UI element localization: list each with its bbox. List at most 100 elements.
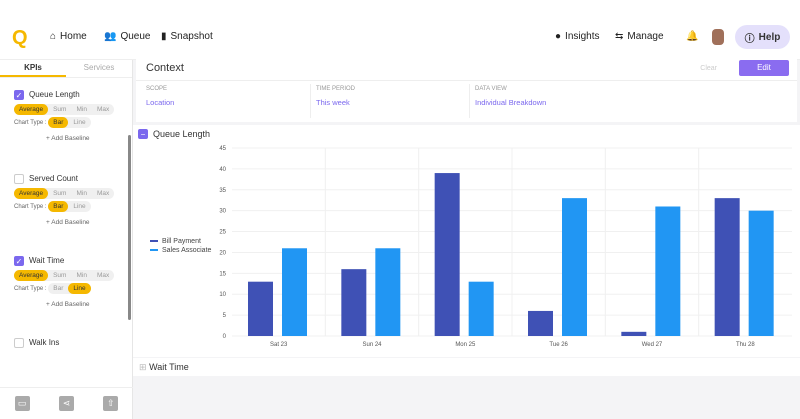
y-tick-label: 30	[219, 209, 226, 215]
sliders-icon: ⇆	[615, 31, 624, 42]
view-label: DATA VIEW	[475, 86, 507, 92]
top-bar: Q ⌂ Home 👥 Queue ▮ Snapshot ● Insights ⇆ Mana…	[0, 0, 800, 60]
kpi-checkbox[interactable]	[14, 174, 24, 184]
help-label: Help	[758, 31, 781, 43]
chart-type-option[interactable]: Line	[73, 119, 86, 126]
queue-length-chart: 0 5 10 15 20 25 30 35 40 45 Sat 23 Sun 24 Mon 25 Tue …	[150, 146, 792, 348]
y-tick-label: 10	[219, 292, 226, 298]
export-icon[interactable]: ⇧	[103, 396, 119, 411]
bell-icon[interactable]: 🔔	[686, 31, 699, 42]
bar-bill-payment	[528, 310, 553, 336]
kpi-name: Wait Time	[29, 256, 65, 266]
x-tick-label: Wed 27	[642, 342, 663, 348]
legend-label: Bill Payment	[162, 238, 201, 245]
bar-bill-payment	[621, 331, 647, 336]
chart-type-option[interactable]: Bar	[48, 117, 69, 128]
add-baseline-button[interactable]: + Add Baseline	[46, 301, 90, 308]
nav-manage-label: Manage	[627, 31, 664, 42]
aggregation-selector: Average Sum Min Max	[14, 270, 115, 281]
agg-option[interactable]: Average	[14, 270, 49, 281]
x-tick-label: Tue 26	[549, 342, 568, 348]
nav-home[interactable]: ⌂ Home	[50, 31, 87, 42]
nav-queue[interactable]: 👥 Queue	[104, 31, 150, 42]
tab-services[interactable]: Services	[83, 63, 115, 72]
help-button[interactable]: ⓘ Help	[735, 25, 790, 49]
scope-field[interactable]: SCOPE Location	[146, 86, 174, 107]
avatar[interactable]	[712, 29, 724, 45]
legend-swatch	[150, 249, 158, 251]
y-tick-label: 45	[219, 146, 226, 152]
y-tick-label: 15	[219, 271, 226, 277]
agg-option[interactable]: Average	[14, 188, 49, 199]
agg-option[interactable]: Max	[96, 190, 110, 197]
bar-bill-payment	[714, 198, 740, 336]
x-tick-label: Sat 23	[270, 342, 288, 348]
bar-chart-icon: ▮	[161, 31, 167, 42]
x-tick-label: Mon 25	[455, 342, 476, 348]
nav-snapshot[interactable]: ▮ Snapshot	[161, 31, 213, 42]
y-tick-label: 5	[223, 313, 227, 319]
period-label: TIME PERIOD	[316, 86, 356, 92]
agg-option[interactable]: Max	[96, 272, 110, 279]
agg-option[interactable]: Sum	[53, 106, 67, 113]
scope-label: SCOPE	[146, 86, 168, 92]
chart-type-label: Chart Type :	[14, 120, 47, 126]
chart-type-label: Chart Type :	[14, 286, 47, 292]
add-baseline-button[interactable]: + Add Baseline	[46, 135, 90, 142]
queue-length-panel: − Queue Length 0 5 10 15 20 25 30 35 40 45 Sat 23 Su…	[133, 125, 800, 357]
scope-value: Location	[146, 98, 175, 107]
bulb-icon: ●	[555, 31, 562, 42]
kpi-name: Queue Length	[29, 90, 80, 100]
chart-type-option[interactable]: Line	[73, 203, 86, 210]
nav-insights[interactable]: ● Insights	[555, 31, 600, 42]
nav-manage[interactable]: ⇆ Manage	[615, 31, 664, 42]
panel-title: Wait Time	[149, 362, 189, 372]
legend-swatch	[150, 240, 158, 242]
agg-option[interactable]: Min	[76, 190, 87, 197]
sidebar-scrollbar[interactable]	[128, 135, 131, 320]
y-tick-label: 35	[219, 188, 226, 194]
agg-option[interactable]: Max	[96, 106, 110, 113]
kpi-item: ✓ Wait Time Average Sum Min Max Chart Type : …	[14, 256, 115, 308]
context-panel: Context Clear Edit SCOPE Location TIME PE…	[136, 56, 797, 122]
period-field[interactable]: TIME PERIOD This week	[310, 84, 355, 118]
bar-sales-associate	[375, 248, 401, 336]
kpi-checkbox[interactable]: ✓	[14, 256, 24, 266]
agg-option[interactable]: Min	[76, 106, 87, 113]
legend-label: Sales Associate	[162, 247, 212, 254]
y-tick-label: 0	[223, 334, 227, 340]
logo[interactable]: Q	[12, 27, 28, 49]
context-title: Context	[146, 62, 184, 74]
bar-bill-payment	[434, 173, 460, 336]
view-value: Individual Breakdown	[475, 98, 547, 107]
nav-insights-label: Insights	[565, 31, 600, 42]
nav-snapshot-label: Snapshot	[170, 31, 213, 42]
layout-icon[interactable]: ▭	[14, 396, 30, 411]
agg-option[interactable]: Average	[14, 104, 49, 115]
question-icon: ⓘ	[744, 33, 755, 45]
share-icon[interactable]: ⋖	[58, 396, 74, 411]
chart-type-option[interactable]: Line	[68, 283, 91, 294]
chart-type-option[interactable]: Bar	[48, 201, 69, 212]
agg-option[interactable]: Min	[76, 272, 87, 279]
add-baseline-button[interactable]: + Add Baseline	[46, 219, 90, 226]
chart-type-option[interactable]: Bar	[53, 285, 64, 292]
bar-sales-associate	[748, 210, 774, 336]
clear-button[interactable]: Clear	[700, 65, 717, 72]
collapse-icon[interactable]: −	[138, 129, 148, 139]
kpi-name: Walk Ins	[29, 338, 60, 348]
kpi-checkbox[interactable]	[14, 338, 24, 348]
bar-bill-payment	[341, 269, 367, 336]
x-tick-label: Thu 28	[736, 342, 755, 348]
kpi-checkbox[interactable]: ✓	[14, 90, 24, 100]
view-field[interactable]: DATA VIEW Individual Breakdown	[469, 84, 546, 118]
kpi-name: Served Count	[29, 174, 78, 184]
wait-time-panel[interactable]: ⊞ Wait Time	[133, 358, 800, 376]
bar-sales-associate	[655, 206, 681, 336]
edit-button[interactable]: Edit	[739, 60, 789, 76]
agg-option[interactable]: Sum	[53, 272, 67, 279]
panel-title: Queue Length	[153, 129, 211, 139]
aggregation-selector: Average Sum Min Max	[14, 104, 115, 115]
agg-option[interactable]: Sum	[53, 190, 67, 197]
tab-kpis[interactable]: KPIs	[0, 60, 66, 77]
